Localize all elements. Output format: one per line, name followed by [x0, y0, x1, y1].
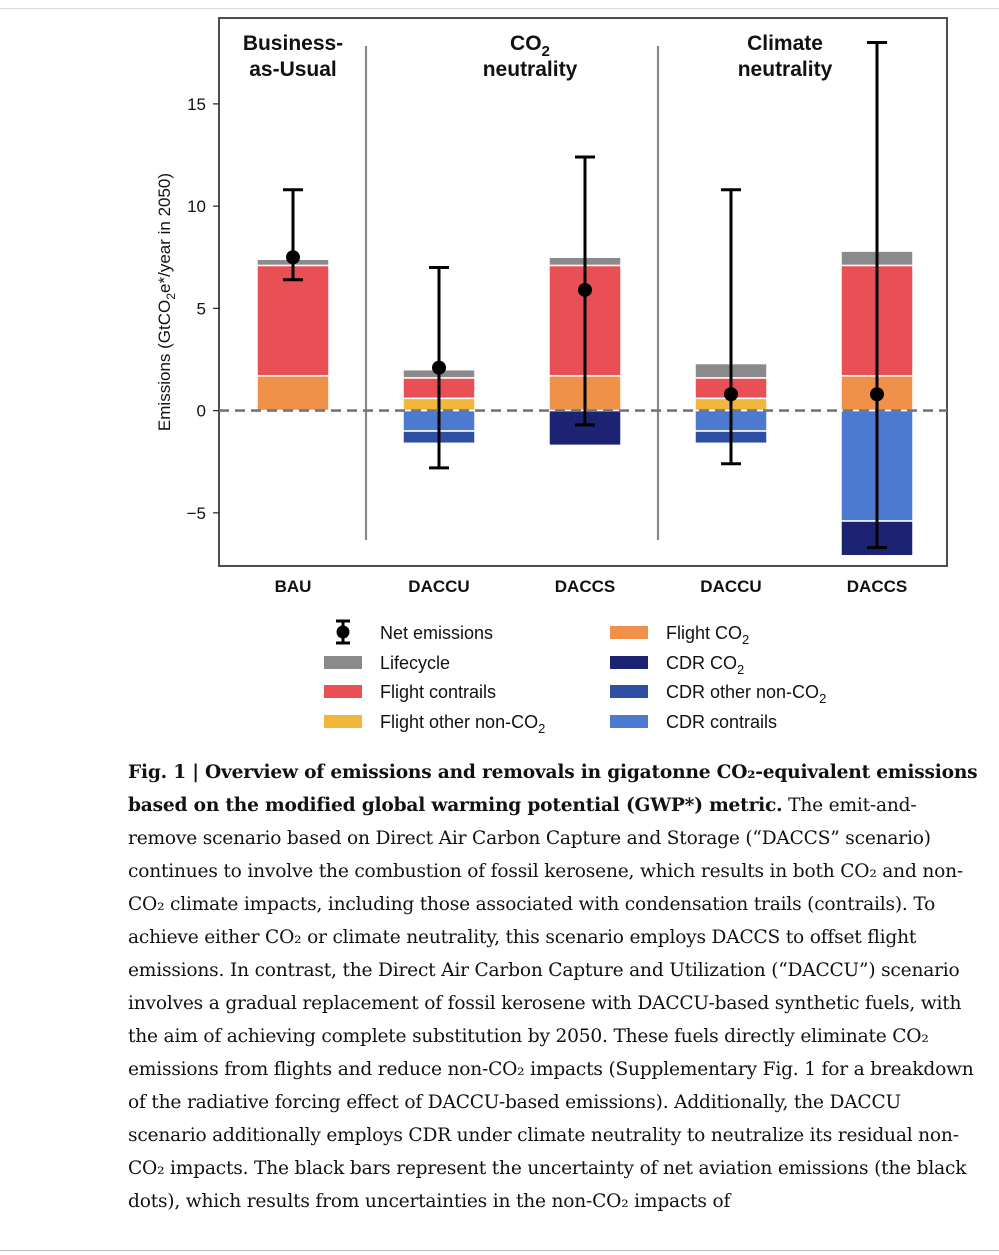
caption-body: The emit-and-remove scenario based on Di… — [128, 795, 974, 1212]
legend-swatch — [610, 626, 648, 639]
net-emissions-dot — [578, 282, 592, 297]
legend-swatch — [610, 685, 648, 698]
category-label: DACCS — [555, 577, 615, 596]
legend-swatch — [324, 715, 362, 728]
stacked-bar-chart: 15 10 5 0 −5 Emissions (GtCO2e*/year in 2050)… — [155, 17, 948, 736]
panel-title: neutrality — [738, 58, 833, 81]
bottom-divider — [0, 1250, 999, 1251]
net-emissions-dot — [286, 250, 300, 265]
legend-label: Net emissions — [380, 623, 493, 643]
bar-segment — [256, 264, 330, 377]
panel-title: Business- — [243, 32, 343, 55]
legend-label: Flight other non-CO2 — [380, 712, 545, 736]
top-divider — [0, 8, 999, 9]
category-label: DACCU — [408, 577, 469, 596]
legend-label: Flight contrails — [380, 682, 496, 702]
legend-label: CDR contrails — [666, 712, 777, 732]
legend-swatch — [324, 656, 362, 669]
y-tick-label: 5 — [197, 299, 206, 318]
panel-title: Climate — [747, 32, 823, 55]
y-tick-label: −5 — [187, 504, 206, 523]
legend-swatch — [610, 715, 648, 728]
y-tick-label: 0 — [197, 402, 206, 421]
legend-label: Flight CO2 — [666, 623, 749, 647]
caption-label: Fig. 1 | Overview of emissions and remov… — [128, 762, 978, 816]
plot-frame — [218, 17, 948, 567]
bar-segment — [256, 375, 330, 412]
panel-title: neutrality — [483, 58, 578, 81]
legend-label: Lifecycle — [380, 653, 450, 673]
net-emissions-dot — [724, 387, 738, 402]
legend-dot-icon — [336, 625, 350, 639]
legend-label: CDR other non-CO2 — [666, 682, 826, 706]
category-label: BAU — [275, 577, 312, 596]
category-label: DACCU — [700, 577, 761, 596]
y-tick-label: 15 — [187, 95, 206, 114]
legend-swatch — [610, 656, 648, 669]
legend-swatch — [324, 685, 362, 698]
net-emissions-dot — [870, 387, 884, 402]
y-tick-label: 10 — [187, 197, 206, 216]
panel-title: CO2 — [510, 32, 550, 60]
y-axis-label: Emissions (GtCO2e*/year in 2050) — [155, 173, 178, 431]
category-label: DACCS — [847, 577, 907, 596]
legend-label: CDR CO2 — [666, 653, 744, 677]
panel-title: as-Usual — [249, 58, 337, 81]
net-emissions-dot — [432, 360, 446, 375]
figure-caption: Fig. 1 | Overview of emissions and remov… — [128, 756, 980, 1218]
